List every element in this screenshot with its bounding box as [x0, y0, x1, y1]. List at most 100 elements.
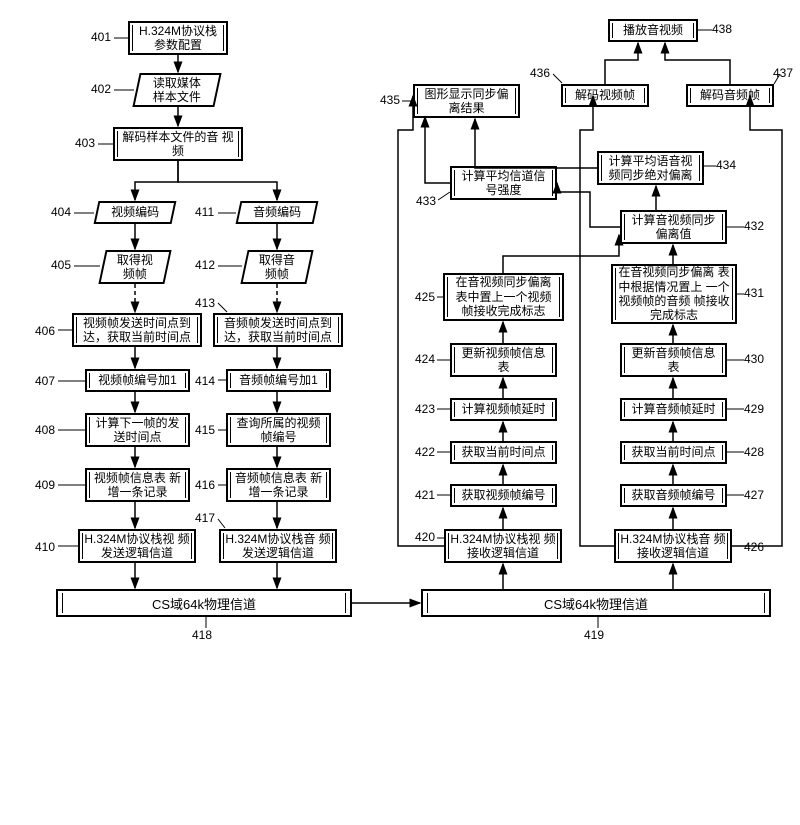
label-404: 404: [51, 205, 71, 219]
node-424: 更新视频帧信息 表: [450, 343, 557, 377]
label-436: 436: [530, 66, 550, 80]
text-419: CS域64k物理信道: [544, 594, 648, 613]
label-419: 419: [584, 628, 604, 642]
node-417: H.324M协议栈音 频发送逻辑信道: [219, 529, 337, 563]
node-435: 图形显示同步偏 离结果: [413, 84, 520, 118]
label-410: 410: [35, 540, 55, 554]
label-406: 406: [35, 324, 55, 338]
label-424: 424: [415, 352, 435, 366]
text-421: 获取视频帧编号: [461, 488, 545, 502]
node-432: 计算音视频同步 偏离值: [620, 210, 727, 244]
node-425: 在音视频同步偏离 表中置上一个视频 帧接收完成标志: [443, 273, 564, 321]
label-414: 414: [195, 374, 215, 388]
node-407: 视频帧编号加1: [85, 369, 190, 392]
label-416: 416: [195, 478, 215, 492]
label-407: 407: [35, 374, 55, 388]
label-422: 422: [415, 445, 435, 459]
text-420: H.324M协议栈视 频接收逻辑信道: [450, 532, 556, 561]
label-421: 421: [415, 488, 435, 502]
text-425: 在音视频同步偏离 表中置上一个视频 帧接收完成标志: [449, 275, 558, 318]
label-408: 408: [35, 423, 55, 437]
node-423: 计算视频帧延时: [450, 398, 557, 421]
text-435: 图形显示同步偏 离结果: [419, 87, 514, 116]
text-415: 查询所属的视频 帧编号: [232, 416, 325, 445]
text-428: 获取当前时间点: [631, 445, 715, 459]
text-414: 音频帧编号加1: [239, 373, 318, 387]
text-430: 更新音频帧信息 表: [626, 346, 721, 375]
node-411: 音频编码: [236, 201, 319, 224]
label-409: 409: [35, 478, 55, 492]
node-438: 播放音视频: [608, 19, 698, 42]
text-401: H.324M协议栈 参数配置: [134, 24, 222, 53]
label-427: 427: [744, 488, 764, 502]
text-407: 视频帧编号加1: [98, 373, 177, 387]
label-433: 433: [416, 194, 436, 208]
node-408: 计算下一帧的发 送时间点: [85, 413, 190, 447]
node-419: CS域64k物理信道: [421, 589, 771, 617]
text-412: 取得音 频帧: [256, 253, 298, 282]
node-406: 视频帧发送时间点到 达，获取当前时间点: [72, 313, 202, 347]
text-405: 取得视 频帧: [114, 253, 156, 282]
label-420: 420: [415, 530, 435, 544]
text-408: 计算下一帧的发 送时间点: [91, 416, 184, 445]
label-429: 429: [744, 402, 764, 416]
label-415: 415: [195, 423, 215, 437]
node-402: 读取媒体 样本文件: [132, 73, 221, 107]
node-403: 解码样本文件的音 视频: [113, 127, 243, 161]
text-423: 计算视频帧延时: [461, 402, 545, 416]
node-434: 计算平均语音视 频同步绝对偏离: [597, 151, 704, 185]
node-416: 音频帧信息表 新增一条记录: [226, 468, 331, 502]
text-437: 解码音频帧: [700, 88, 760, 102]
text-410: H.324M协议栈视 频发送逻辑信道: [84, 532, 190, 561]
label-401: 401: [91, 30, 111, 44]
text-404: 视频编码: [111, 205, 159, 219]
node-410: H.324M协议栈视 频发送逻辑信道: [78, 529, 196, 563]
label-425: 425: [415, 290, 435, 304]
node-415: 查询所属的视频 帧编号: [226, 413, 331, 447]
label-402: 402: [91, 82, 111, 96]
node-427: 获取音频帧编号: [620, 484, 727, 507]
label-434: 434: [716, 158, 736, 172]
node-418: CS域64k物理信道: [56, 589, 352, 617]
label-403: 403: [75, 136, 95, 150]
text-402: 读取媒体 样本文件: [148, 76, 206, 105]
text-403: 解码样本文件的音 视频: [119, 130, 237, 159]
text-426: H.324M协议栈音 频接收逻辑信道: [620, 532, 726, 561]
text-406: 视频帧发送时间点到 达，获取当前时间点: [78, 316, 196, 345]
label-405: 405: [51, 258, 71, 272]
label-418: 418: [192, 628, 212, 642]
label-435: 435: [380, 93, 400, 107]
node-405: 取得视 频帧: [98, 250, 171, 284]
text-432: 计算音视频同步 偏离值: [626, 213, 721, 242]
text-436: 解码视频帧: [575, 88, 635, 102]
text-433: 计算平均信道信 号强度: [456, 169, 551, 198]
node-414: 音频帧编号加1: [226, 369, 331, 392]
text-418: CS域64k物理信道: [152, 594, 256, 613]
label-413: 413: [195, 296, 215, 310]
node-422: 获取当前时间点: [450, 441, 557, 464]
node-437: 解码音频帧: [686, 84, 774, 107]
text-413: 音频帧发送时间点到 达，获取当前时间点: [219, 316, 337, 345]
node-430: 更新音频帧信息 表: [620, 343, 727, 377]
node-409: 视频帧信息表 新增一条记录: [85, 468, 190, 502]
label-432: 432: [744, 219, 764, 233]
node-429: 计算音频帧延时: [620, 398, 727, 421]
label-430: 430: [744, 352, 764, 366]
label-437: 437: [773, 66, 793, 80]
label-438: 438: [712, 22, 732, 36]
node-413: 音频帧发送时间点到 达，获取当前时间点: [213, 313, 343, 347]
label-411: 411: [195, 205, 214, 219]
text-434: 计算平均语音视 频同步绝对偏离: [603, 154, 698, 183]
label-431: 431: [744, 286, 764, 300]
text-422: 获取当前时间点: [461, 445, 545, 459]
text-409: 视频帧信息表 新增一条记录: [91, 471, 184, 500]
text-431: 在音视频同步偏离 表中根据情况置上 一个视频帧的音频 帧接收完成标志: [617, 265, 731, 323]
node-401: H.324M协议栈 参数配置: [128, 21, 228, 55]
node-433: 计算平均信道信 号强度: [450, 166, 557, 200]
node-420: H.324M协议栈视 频接收逻辑信道: [444, 529, 562, 563]
text-438: 播放音视频: [623, 23, 683, 37]
node-421: 获取视频帧编号: [450, 484, 557, 507]
label-412: 412: [195, 258, 215, 272]
node-436: 解码视频帧: [561, 84, 649, 107]
node-428: 获取当前时间点: [620, 441, 727, 464]
